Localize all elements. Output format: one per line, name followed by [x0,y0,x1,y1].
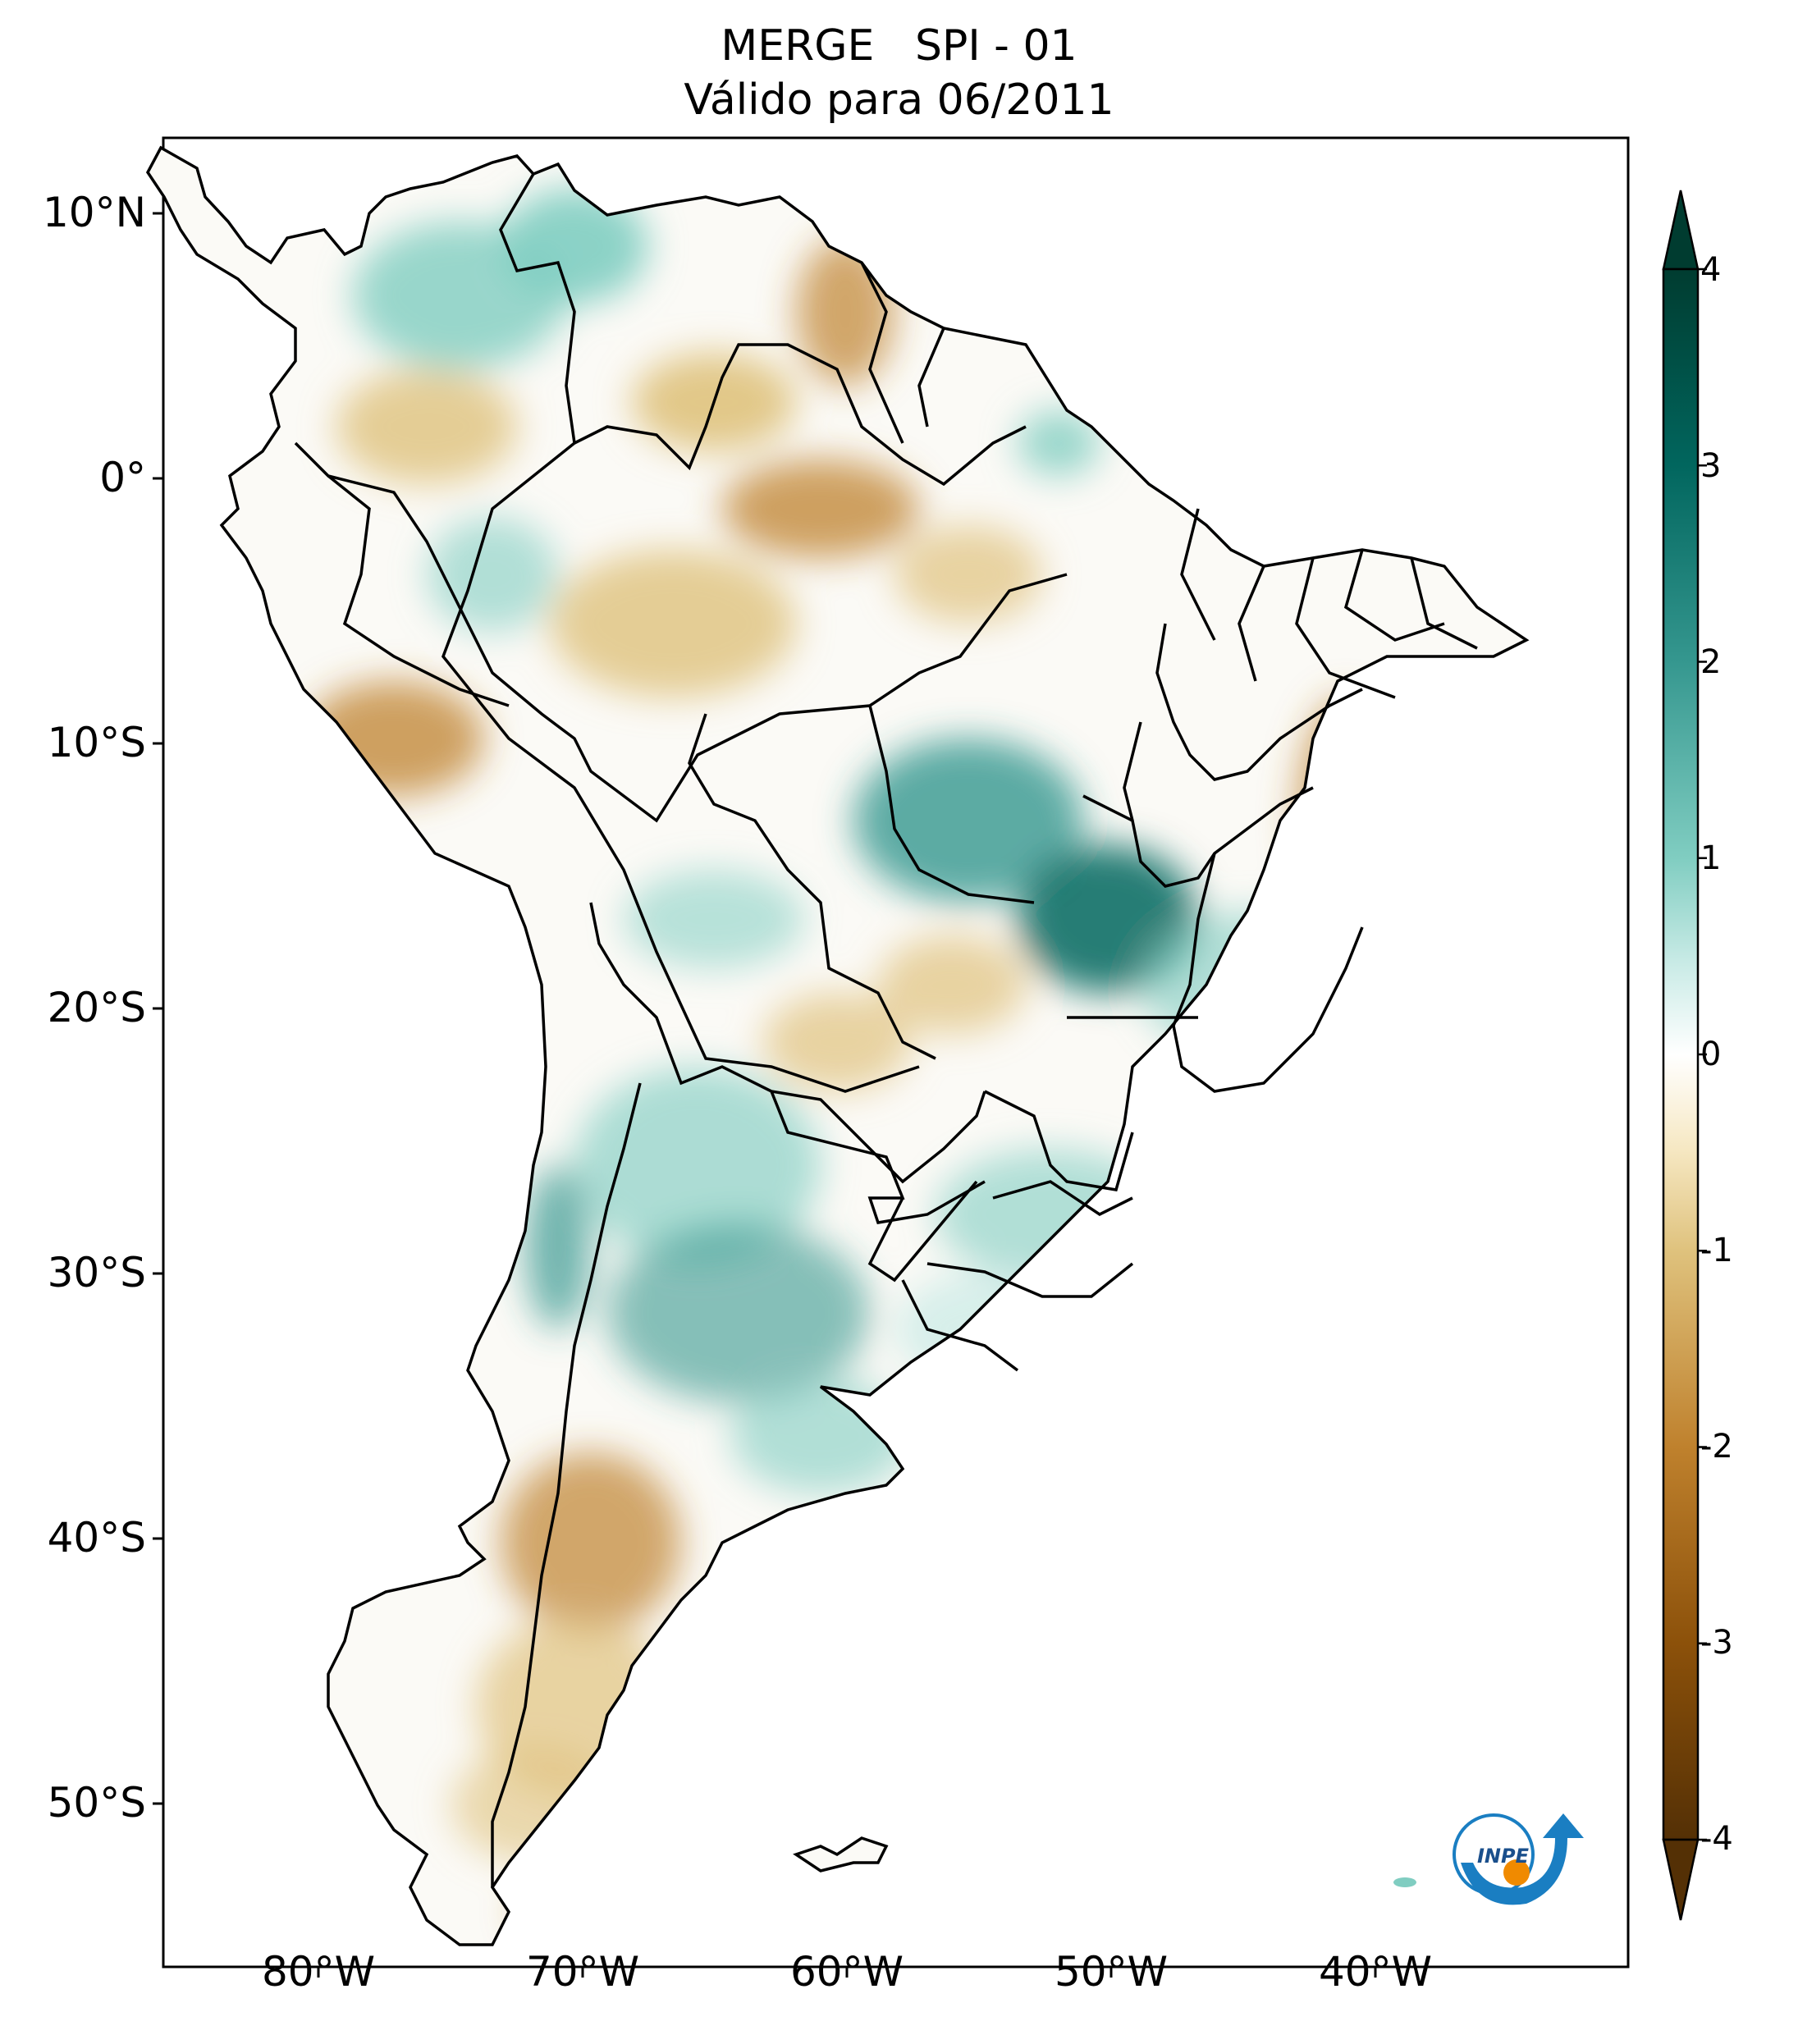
lat-label-40s: 40°S [47,1514,146,1562]
lon-label-60w: 60°W [789,1948,904,1996]
colorbar-label-2: 2 [1700,643,1722,681]
colorbar-label-1: 1 [1700,839,1722,877]
chart-title: MERGE SPI - 01 [721,21,1077,71]
lat-label-10s: 10°S [47,719,146,766]
colorbar-label-neg3: -3 [1700,1624,1733,1662]
lat-label-20s: 20°S [47,984,146,1031]
lon-label-50w: 50°W [1054,1948,1169,1996]
colorbar [1662,190,1707,1921]
chart-subtitle: Válido para 06/2011 [684,75,1114,125]
inpe-logo-text: INPE [1477,1845,1530,1868]
colorbar-label-3: 3 [1700,447,1722,485]
colorbar-label-0: 0 [1700,1036,1722,1073]
colorbar-max-extension [1662,190,1700,271]
colorbar-label-neg1: -1 [1700,1232,1733,1269]
lat-label-0: 0° [99,454,146,501]
colorbar-label-neg2: -2 [1700,1428,1733,1466]
south-georgia-speck [1393,1877,1416,1887]
lat-label-10n: 10°N [42,189,146,236]
lon-label-70w: 70°W [525,1948,640,1996]
lat-label-30s: 30°S [47,1249,146,1296]
colorbar-label-4: 4 [1700,251,1722,289]
axis-ticks [153,212,1377,1978]
falkland-islands [793,1836,889,1873]
lon-label-80w: 80°W [261,1948,376,1996]
political-borders [294,173,1478,1887]
lon-label-40w: 40°W [1318,1948,1433,1996]
lat-label-50s: 50°S [47,1779,146,1827]
colorbar-bar [1662,268,1700,1841]
colorbar-label-neg4: -4 [1700,1820,1733,1858]
inpe-logo: INPE [1453,1813,1584,1905]
colorbar-ticks [1698,268,1707,1841]
colorbar-min-extension [1662,1838,1700,1921]
